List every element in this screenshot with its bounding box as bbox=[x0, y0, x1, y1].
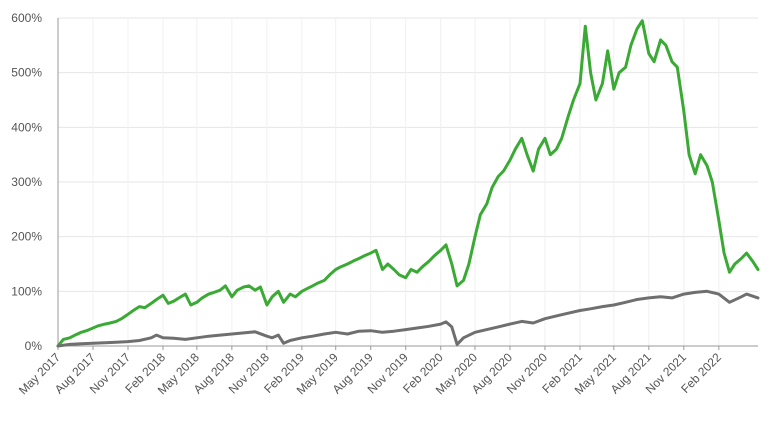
axis-layer bbox=[57, 18, 758, 350]
y-tick-label: 0% bbox=[25, 339, 43, 353]
series-line-2 bbox=[56, 289, 760, 348]
y-tick-label: 100% bbox=[11, 284, 42, 298]
y-tick-label: 400% bbox=[11, 120, 42, 134]
y-tick-label: 200% bbox=[11, 230, 42, 244]
series-layer bbox=[56, 19, 760, 348]
y-tick-label: 600% bbox=[11, 11, 42, 25]
grid-layer bbox=[57, 17, 758, 347]
series-line-1 bbox=[56, 19, 760, 348]
y-tick-label: 300% bbox=[11, 175, 42, 189]
y-tick-label: 500% bbox=[11, 66, 42, 80]
